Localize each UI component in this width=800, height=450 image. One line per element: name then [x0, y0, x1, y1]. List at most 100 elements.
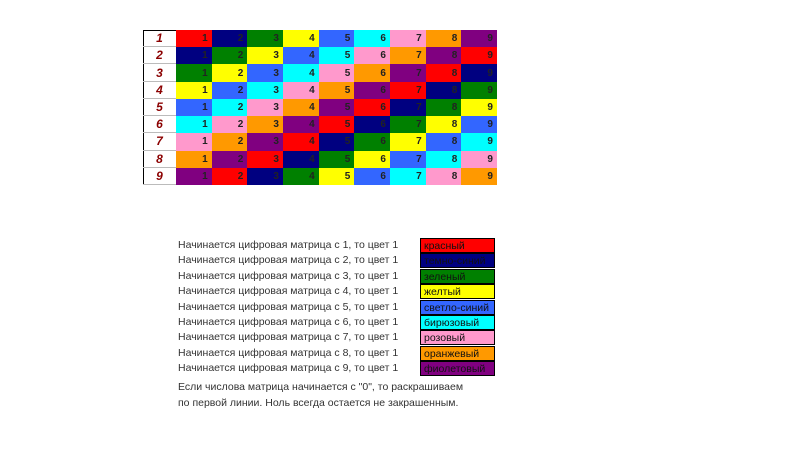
matrix-cell: 8	[425, 167, 462, 185]
matrix-cell: 3	[247, 64, 283, 82]
note-line: Если числова матрица начинается с "0", т…	[178, 381, 464, 393]
matrix-cell: 8	[425, 116, 462, 134]
matrix-cell: 9	[461, 47, 497, 65]
matrix-cell: 1	[176, 30, 212, 48]
matrix-cell: 4	[283, 47, 319, 65]
matrix-cell: 4	[283, 116, 319, 134]
row-label: 2	[143, 47, 176, 65]
matrix-cell: 8	[425, 133, 462, 151]
matrix-cell: 6	[354, 116, 390, 134]
matrix-cell: 5	[318, 30, 355, 48]
matrix-cell: 1	[176, 47, 212, 65]
matrix-cell: 2	[211, 47, 248, 65]
legend-text: Начинается цифровая матрица с 6, то цвет…	[178, 316, 399, 328]
legend-text: Начинается цифровая матрица с 8, то цвет…	[178, 346, 399, 359]
matrix-cell: 3	[247, 30, 283, 48]
matrix-cell: 5	[318, 81, 355, 99]
matrix-cell: 3	[247, 167, 283, 185]
matrix-cell: 7	[390, 64, 426, 82]
matrix-cell: 2	[211, 30, 248, 48]
matrix-cell: 5	[318, 133, 355, 151]
matrix-cell: 1	[176, 81, 212, 99]
matrix-cell: 2	[211, 81, 248, 99]
matrix-cell: 7	[390, 150, 426, 168]
row-label: 9	[143, 168, 176, 185]
matrix-cell: 7	[390, 30, 426, 48]
matrix-cell: 8	[425, 30, 462, 48]
legend-color: розовый	[420, 330, 495, 346]
matrix-cell: 8	[425, 47, 462, 65]
matrix-cell: 9	[461, 116, 497, 134]
matrix-cell: 5	[318, 98, 355, 117]
matrix-cell: 2	[211, 64, 248, 82]
matrix-cell: 1	[176, 98, 212, 117]
matrix-cell: 2	[211, 133, 248, 151]
row-label: 3	[143, 64, 176, 82]
matrix-cell: 5	[318, 64, 355, 82]
matrix-cell: 6	[354, 133, 390, 151]
matrix-cell: 3	[247, 47, 283, 65]
matrix-cell: 9	[461, 30, 497, 48]
matrix-cell: 1	[176, 64, 212, 82]
legend-color: бирюзовый	[420, 315, 495, 330]
matrix-cell: 1	[176, 133, 212, 151]
matrix-cell: 6	[354, 64, 390, 82]
matrix-cell: 3	[247, 98, 283, 117]
matrix-cell: 1	[176, 167, 212, 185]
matrix-cell: 3	[247, 81, 283, 99]
matrix-cell: 5	[318, 47, 355, 65]
row-label: 1	[143, 30, 176, 48]
note-line: по первой линии. Ноль всегда остается не…	[178, 397, 459, 409]
legend-text: Начинается цифровая матрица с 1, то цвет…	[178, 239, 399, 251]
row-label: 4	[143, 82, 176, 99]
matrix-cell: 9	[461, 150, 497, 168]
legend-text: Начинается цифровая матрица с 9, то цвет…	[178, 362, 399, 375]
legend-text: Начинается цифровая матрица с 5, то цвет…	[178, 300, 399, 313]
matrix-cell: 8	[425, 98, 462, 117]
matrix-cell: 9	[461, 133, 497, 151]
matrix-cell: 2	[211, 116, 248, 134]
row-label: 6	[143, 116, 176, 134]
matrix-cell: 4	[283, 98, 319, 117]
legend-color: красный	[420, 238, 495, 253]
matrix-cell: 9	[461, 98, 497, 117]
matrix-cell: 6	[354, 47, 390, 65]
row-label: 8	[143, 151, 176, 168]
matrix-cell: 2	[211, 167, 248, 185]
matrix-cell: 4	[283, 167, 319, 185]
matrix-cell: 6	[354, 150, 390, 168]
matrix-cell: 9	[461, 81, 497, 99]
matrix-cell: 6	[354, 98, 390, 117]
matrix-cell: 3	[247, 133, 283, 151]
matrix-cell: 1	[176, 116, 212, 134]
matrix-cell: 4	[283, 150, 319, 168]
matrix-cell: 5	[318, 167, 355, 185]
matrix-cell: 8	[425, 150, 462, 168]
legend-color: темно-синий	[420, 253, 495, 269]
matrix-cell: 6	[354, 30, 390, 48]
legend-text: Начинается цифровая матрица с 4, то цвет…	[178, 285, 399, 298]
row-label: 7	[143, 133, 176, 151]
matrix-cell: 2	[211, 150, 248, 168]
matrix-cell: 3	[247, 150, 283, 168]
matrix-cell: 7	[390, 47, 426, 65]
legend-color: фиолетовый	[420, 361, 495, 377]
legend-text: Начинается цифровая матрица с 3, то цвет…	[178, 269, 399, 282]
matrix-cell: 4	[283, 133, 319, 151]
matrix-cell: 7	[390, 98, 426, 117]
matrix-cell: 6	[354, 81, 390, 99]
legend-color: светло-синий	[420, 299, 495, 315]
matrix-cell: 3	[247, 116, 283, 134]
matrix-cell: 8	[425, 81, 462, 99]
matrix-cell: 5	[318, 150, 355, 168]
matrix-cell: 9	[461, 167, 497, 185]
row-label: 5	[143, 99, 176, 117]
legend-color: желтый	[420, 284, 495, 300]
legend-text: Начинается цифровая матрица с 7, то цвет…	[178, 331, 399, 344]
matrix-cell: 4	[283, 64, 319, 82]
matrix-cell: 1	[176, 150, 212, 168]
matrix-cell: 7	[390, 116, 426, 134]
legend-color: зеленый	[420, 268, 495, 284]
legend-color: оранжевый	[420, 345, 495, 361]
